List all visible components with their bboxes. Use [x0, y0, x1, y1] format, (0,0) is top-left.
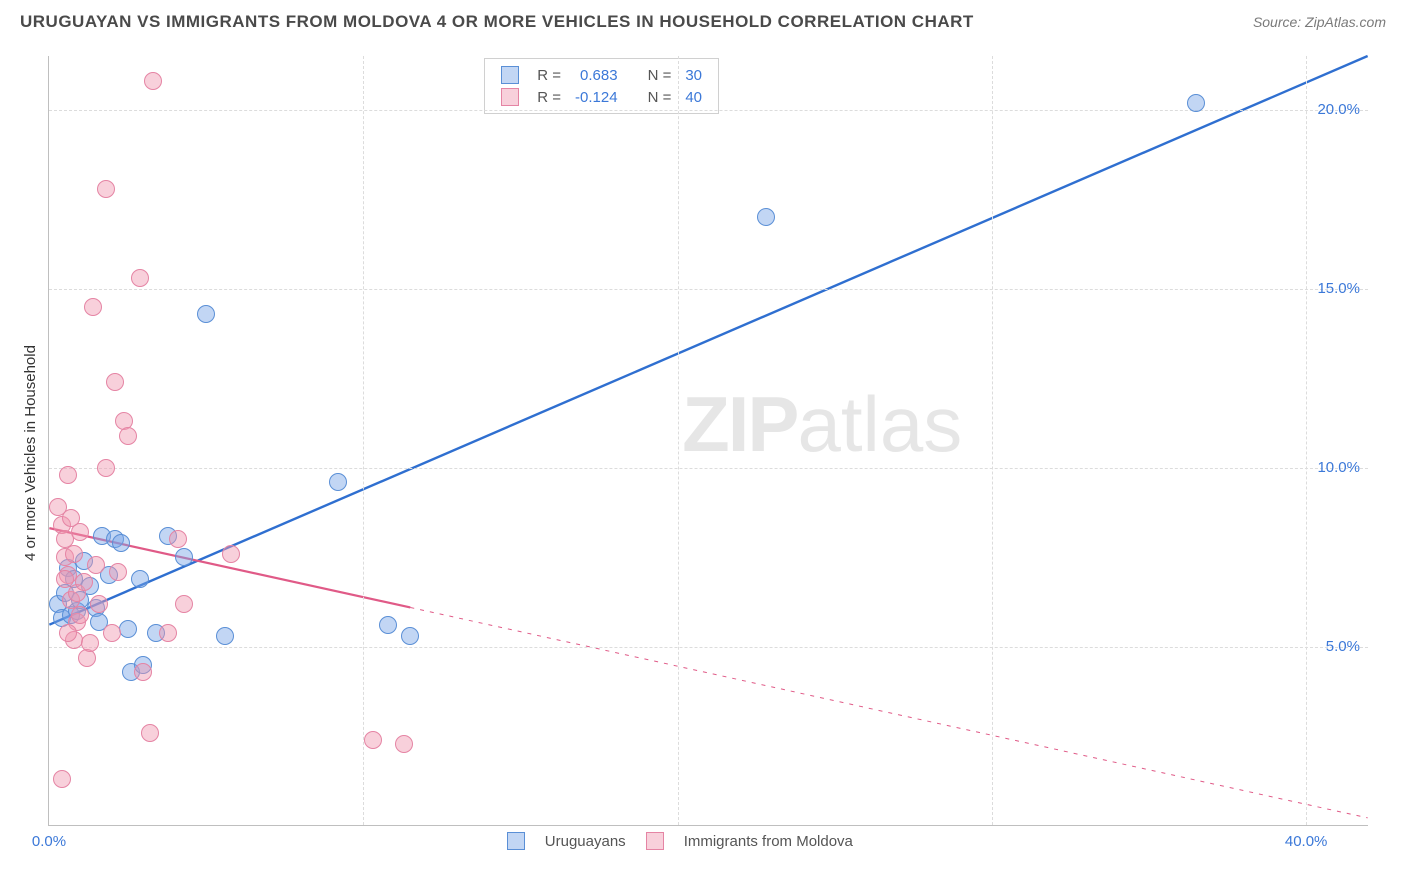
scatter-point: [329, 473, 347, 491]
y-axis-label: 4 or more Vehicles in Household: [22, 345, 39, 561]
scatter-point: [103, 624, 121, 642]
scatter-point: [59, 624, 77, 642]
gridline-x: [678, 56, 679, 825]
scatter-point: [90, 595, 108, 613]
scatter-point: [144, 72, 162, 90]
scatter-point: [364, 731, 382, 749]
series-legend: Uruguayans Immigrants from Moldova: [497, 832, 863, 850]
legend-series-label: Uruguayans: [545, 833, 626, 850]
trend-line: [49, 56, 1367, 625]
scatter-point: [97, 459, 115, 477]
gridline-y: [49, 289, 1368, 290]
legend-swatch: [507, 832, 525, 850]
trend-line-dashed: [410, 607, 1367, 817]
scatter-point: [379, 616, 397, 634]
scatter-point: [71, 523, 89, 541]
scatter-point: [87, 556, 105, 574]
scatter-point: [65, 545, 83, 563]
scatter-point: [97, 180, 115, 198]
scatter-point: [175, 548, 193, 566]
scatter-point: [119, 620, 137, 638]
scatter-point: [84, 298, 102, 316]
scatter-point: [106, 373, 124, 391]
chart-container: URUGUAYAN VS IMMIGRANTS FROM MOLDOVA 4 O…: [0, 0, 1406, 892]
y-tick-label: 15.0%: [1317, 280, 1360, 297]
source-attribution: Source: ZipAtlas.com: [1253, 14, 1386, 30]
scatter-point: [134, 663, 152, 681]
scatter-point: [112, 534, 130, 552]
gridline-x: [363, 56, 364, 825]
scatter-point: [757, 208, 775, 226]
scatter-point: [1187, 94, 1205, 112]
chart-title: URUGUAYAN VS IMMIGRANTS FROM MOLDOVA 4 O…: [20, 12, 974, 32]
gridline-x: [992, 56, 993, 825]
y-tick-label: 10.0%: [1317, 459, 1360, 476]
gridline-y: [49, 110, 1368, 111]
scatter-point: [75, 573, 93, 591]
legend-swatch: [646, 832, 664, 850]
scatter-point: [175, 595, 193, 613]
x-tick-label: 0.0%: [32, 833, 66, 850]
scatter-point: [71, 606, 89, 624]
y-tick-label: 20.0%: [1317, 101, 1360, 118]
plot-area: ZIPatlas R =0.683N =30R =-0.124N =40 5.0…: [48, 56, 1368, 826]
gridline-y: [49, 647, 1368, 648]
scatter-point: [59, 466, 77, 484]
legend-series-label: Immigrants from Moldova: [684, 833, 853, 850]
y-tick-label: 5.0%: [1326, 638, 1360, 655]
scatter-point: [56, 570, 74, 588]
scatter-point: [222, 545, 240, 563]
scatter-point: [197, 305, 215, 323]
gridline-y: [49, 468, 1368, 469]
scatter-point: [53, 770, 71, 788]
scatter-point: [131, 269, 149, 287]
scatter-point: [119, 427, 137, 445]
scatter-point: [216, 627, 234, 645]
scatter-point: [395, 735, 413, 753]
scatter-point: [401, 627, 419, 645]
x-tick-label: 40.0%: [1285, 833, 1328, 850]
scatter-point: [109, 563, 127, 581]
scatter-point: [141, 724, 159, 742]
scatter-point: [81, 634, 99, 652]
scatter-point: [159, 624, 177, 642]
trend-lines: [49, 56, 1368, 825]
scatter-point: [131, 570, 149, 588]
scatter-point: [169, 530, 187, 548]
gridline-x: [1306, 56, 1307, 825]
